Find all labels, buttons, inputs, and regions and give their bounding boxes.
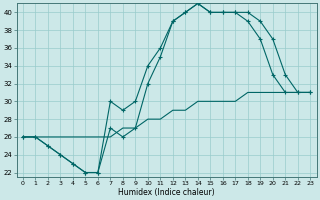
X-axis label: Humidex (Indice chaleur): Humidex (Indice chaleur) [118,188,215,197]
